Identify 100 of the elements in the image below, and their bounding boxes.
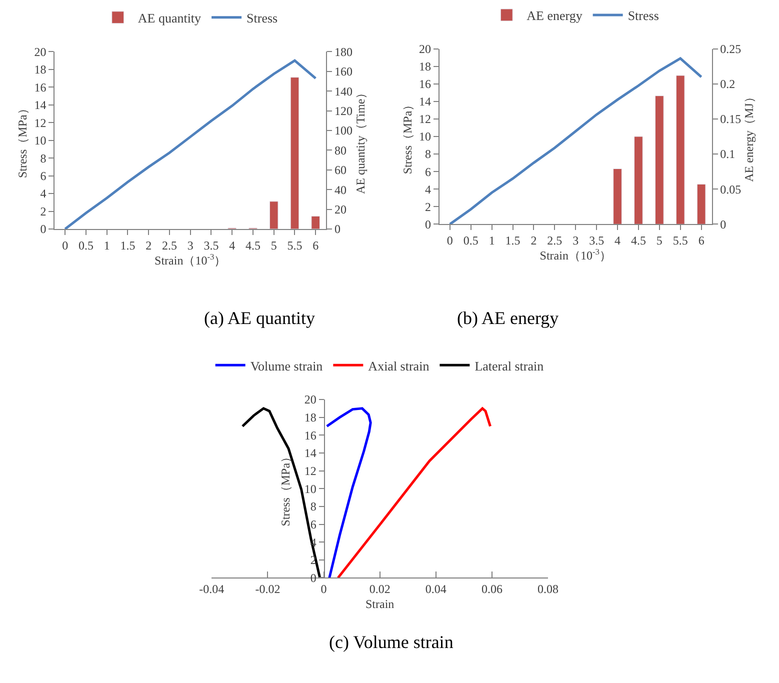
text: (c) Volume strain bbox=[329, 632, 454, 652]
x-tick-label: 0 bbox=[446, 234, 453, 248]
x-tick-label: 5 bbox=[270, 238, 277, 252]
legend-label: Lateral strain bbox=[474, 358, 544, 374]
bar bbox=[676, 75, 685, 224]
y2-tick-label: 0.15 bbox=[720, 112, 742, 126]
y-tick-label: 0 bbox=[425, 217, 432, 232]
line-series bbox=[326, 407, 372, 578]
y-tick-label: 10 bbox=[419, 130, 432, 144]
x-axis-title: Strain bbox=[366, 597, 394, 612]
line-series bbox=[336, 407, 492, 578]
y-axis-title: Stress（MPa） bbox=[16, 102, 30, 178]
y-tick-label: 14 bbox=[419, 94, 432, 109]
x-tick-label: 4 bbox=[229, 238, 236, 252]
y-tick-label: 6 bbox=[40, 169, 46, 184]
y-tick-label: 12 bbox=[34, 116, 46, 130]
y-tick-label: 10 bbox=[34, 134, 46, 148]
y2-tick-label: 0.25 bbox=[720, 42, 742, 56]
legend-label: AE energy bbox=[526, 8, 583, 24]
y-tick-label: 2 bbox=[40, 204, 46, 218]
y-tick-label: 18 bbox=[34, 62, 46, 77]
y-tick-label: 4 bbox=[40, 186, 46, 201]
bar bbox=[290, 77, 300, 229]
x-tick-label: 4.5 bbox=[245, 238, 260, 252]
bar bbox=[269, 201, 278, 229]
y-tick-label: 12 bbox=[304, 464, 316, 478]
x-tick-label: 5.5 bbox=[287, 238, 302, 252]
y-tick-label: 14 bbox=[34, 98, 46, 112]
x-tick-label: 1.5 bbox=[120, 238, 136, 252]
y2-tick-label: 140 bbox=[334, 84, 352, 98]
x-tick-label: 0.5 bbox=[463, 234, 478, 248]
y-axis-title: Stress（MPa） bbox=[400, 98, 414, 174]
x-axis-title: Strain（10$^{-3}$） bbox=[540, 248, 612, 263]
x-tick-label: -0.02 bbox=[255, 582, 280, 596]
y2-tick-label: 120 bbox=[334, 104, 352, 118]
y2-tick-label: 180 bbox=[334, 44, 352, 59]
x-tick-label: 2 bbox=[146, 238, 152, 252]
y-tick-label: 16 bbox=[34, 80, 46, 94]
y-tick-label: 4 bbox=[425, 182, 432, 196]
bar bbox=[696, 184, 706, 224]
x-tick-label: 0.04 bbox=[425, 582, 446, 596]
x-tick-label: 2 bbox=[530, 234, 537, 248]
y-tick-label: 8 bbox=[40, 151, 46, 166]
y-tick-label: 18 bbox=[419, 60, 432, 74]
text: (b) AE energy bbox=[457, 308, 559, 328]
x-tick-label: 0 bbox=[62, 238, 68, 252]
x-tick-label: 0.02 bbox=[369, 582, 390, 596]
y-tick-label: 8 bbox=[310, 500, 316, 514]
x-tick-label: 3.5 bbox=[204, 238, 219, 252]
x-tick-label: 4 bbox=[614, 234, 621, 248]
y2-tick-label: 20 bbox=[334, 202, 346, 216]
legend-label: Axial strain bbox=[368, 358, 430, 374]
y-tick-label: 0 bbox=[40, 222, 46, 236]
x-tick-label: -0.04 bbox=[199, 582, 224, 596]
y-tick-label: 20 bbox=[34, 44, 46, 59]
y-tick-label: 20 bbox=[419, 42, 432, 56]
x-tick-label: 0.06 bbox=[481, 582, 502, 596]
bar bbox=[311, 216, 320, 229]
y-tick-label: 16 bbox=[304, 428, 316, 442]
y2-tick-label: 160 bbox=[334, 64, 352, 79]
legend-label: Stress bbox=[628, 8, 659, 24]
x-tick-label: 0.08 bbox=[537, 582, 558, 596]
legend-label: Volume strain bbox=[250, 358, 324, 374]
x-tick-label: 4.5 bbox=[630, 234, 646, 248]
y-tick-label: 8 bbox=[425, 147, 432, 162]
x-tick-label: 6 bbox=[698, 234, 704, 248]
y-axis-title: Stress（MPa） bbox=[278, 450, 293, 526]
y2-axis-title: AE quantity（Time） bbox=[353, 86, 368, 194]
y-tick-label: 2 bbox=[425, 200, 432, 214]
x-tick-label: 0.5 bbox=[78, 238, 94, 252]
x-tick-label: 0 bbox=[320, 582, 327, 596]
line-series bbox=[448, 57, 703, 224]
legend-label: AE quantity bbox=[138, 10, 202, 26]
x-tick-label: 3 bbox=[187, 238, 194, 252]
y2-tick-label: 0 bbox=[334, 222, 340, 236]
y-tick-label: 6 bbox=[425, 164, 432, 179]
y-tick-label: 20 bbox=[304, 392, 316, 407]
x-axis-title: Strain（10$^{-3}$） bbox=[154, 252, 226, 268]
y-tick-label: 12 bbox=[419, 112, 432, 126]
y2-tick-label: 0.05 bbox=[720, 182, 742, 196]
x-tick-label: 3 bbox=[572, 234, 579, 248]
x-tick-label: 1 bbox=[488, 234, 495, 248]
y-tick-label: 14 bbox=[304, 446, 316, 460]
x-tick-label: 1.5 bbox=[505, 234, 520, 248]
line-series bbox=[64, 59, 317, 229]
legend-label: Stress bbox=[246, 10, 278, 26]
y-tick-label: 6 bbox=[310, 517, 316, 532]
text: (a) AE quantity bbox=[204, 308, 315, 328]
y2-tick-label: 100 bbox=[334, 124, 352, 138]
y-tick-label: 10 bbox=[304, 482, 316, 496]
y2-tick-label: 60 bbox=[334, 163, 346, 178]
x-tick-label: 2.5 bbox=[162, 238, 177, 252]
x-tick-label: 5 bbox=[656, 234, 662, 248]
y2-tick-label: 80 bbox=[334, 143, 346, 158]
y-tick-label: 16 bbox=[419, 77, 432, 92]
y-tick-label: 18 bbox=[304, 410, 316, 425]
x-tick-label: 3.5 bbox=[589, 234, 604, 248]
y2-tick-label: 0.1 bbox=[720, 147, 736, 162]
bar bbox=[634, 136, 643, 224]
x-tick-label: 5.5 bbox=[672, 234, 688, 248]
